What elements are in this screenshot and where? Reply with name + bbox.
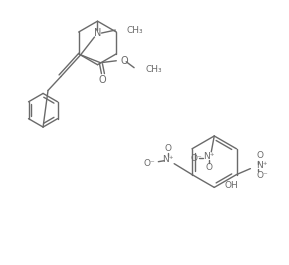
Text: N: N <box>94 28 101 38</box>
Text: N⁺: N⁺ <box>256 161 268 170</box>
Text: N⁺: N⁺ <box>162 155 174 164</box>
Text: N⁺: N⁺ <box>203 152 215 161</box>
Text: O⁻: O⁻ <box>256 171 268 180</box>
Text: O: O <box>99 74 106 85</box>
Text: O⁻: O⁻ <box>144 159 155 168</box>
Text: O: O <box>165 144 172 153</box>
Text: CH₃: CH₃ <box>126 26 143 35</box>
Text: O: O <box>120 56 128 66</box>
Text: O⁻: O⁻ <box>190 154 202 163</box>
Text: O: O <box>256 151 263 160</box>
Text: CH₃: CH₃ <box>146 65 163 74</box>
Text: O: O <box>206 163 213 172</box>
Text: OH: OH <box>224 181 238 190</box>
